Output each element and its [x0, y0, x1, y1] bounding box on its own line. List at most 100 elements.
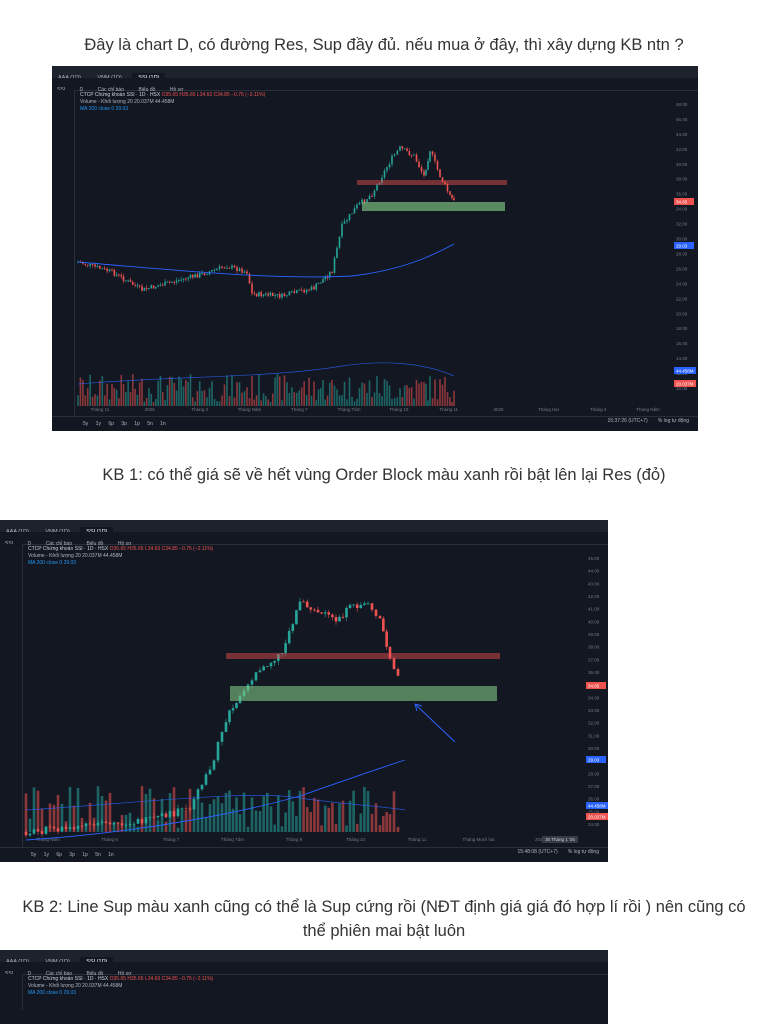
candle-body [366, 603, 370, 605]
price-axis-label: 38.00 [588, 645, 600, 650]
volume-bar [84, 823, 88, 832]
candle-body [269, 662, 273, 667]
tf-3p[interactable]: 3p [121, 421, 127, 427]
interval-button[interactable]: D [79, 87, 84, 93]
profile-button-3[interactable]: Hồ sơ [117, 971, 132, 977]
tf-1n[interactable]: 1n [160, 421, 166, 427]
volume-bar [212, 799, 216, 832]
candle-body [378, 182, 381, 185]
volume-bar [233, 397, 236, 406]
volume-bar [449, 396, 451, 406]
candle-body [246, 271, 248, 274]
volume-bar [129, 391, 132, 406]
candle-body [291, 291, 293, 293]
volume-legend: Volume - Khối lượng 20 20.037M 44.458M [80, 99, 175, 105]
volume-bar [243, 391, 246, 406]
tf-3p-2[interactable]: 3p [69, 852, 75, 858]
tf-5y[interactable]: 5y [83, 421, 89, 427]
volume-bar [341, 395, 343, 406]
indicators-button-3[interactable]: Các chỉ báo [45, 971, 72, 977]
candle-body [248, 273, 251, 284]
candle-body [192, 799, 196, 810]
volume-bar [238, 382, 241, 406]
chart-type-button[interactable]: Biểu đồ [138, 87, 156, 93]
time-axis-label: 2026 [535, 837, 546, 842]
candle-body [271, 292, 274, 296]
price-axis-label: 33.00 [588, 708, 600, 713]
time-axis-label: Tháng 3 [191, 407, 208, 412]
tf-6p-2[interactable]: 6p [56, 852, 62, 858]
chart-type-button-3[interactable]: Biểu đồ [86, 971, 104, 977]
candle-body [131, 281, 134, 285]
candle-body [235, 703, 238, 709]
candle-body [388, 164, 391, 168]
candle-body [287, 630, 291, 644]
volume-bar [273, 824, 276, 832]
volume-bar [371, 397, 373, 406]
candle-body [213, 269, 216, 271]
candle-body [449, 191, 451, 195]
price-axis-label: 20.00 [676, 311, 688, 316]
volume-bar [228, 396, 231, 406]
candle-body [356, 204, 358, 209]
ma-tag [674, 242, 694, 249]
price-axis-label: 40.00 [588, 619, 600, 624]
tf-1n-2[interactable]: 1n [108, 852, 114, 858]
caption-kb1: KB 1: có thể giá sẽ về hết vùng Order Bl… [102, 466, 666, 484]
volume-bar [196, 796, 200, 832]
tf-5y-2[interactable]: 5y [31, 852, 37, 858]
tf-1y-2[interactable]: 1y [43, 852, 49, 858]
profile-button-2[interactable]: Hồ sơ [117, 541, 132, 547]
candle-body [100, 821, 104, 823]
candle-body [298, 601, 302, 611]
candle-body [348, 604, 352, 608]
indicators-button-2[interactable]: Các chỉ báo [45, 541, 72, 547]
candle-body [111, 269, 113, 271]
candle-body [319, 282, 322, 284]
candle-body [310, 286, 313, 290]
volume-bar [370, 813, 374, 832]
support-zone [362, 202, 505, 211]
candle-body [141, 286, 143, 291]
volume-bar [79, 377, 82, 406]
profile-button[interactable]: Hồ sơ [169, 87, 184, 93]
indicators-button[interactable]: Các chỉ báo [97, 87, 124, 93]
candle-body [383, 170, 386, 178]
candle-body [295, 290, 298, 294]
volume-bar [287, 789, 291, 832]
price-axis-label: 29.00 [588, 759, 600, 764]
volume-bar [48, 803, 52, 832]
volume-bar [338, 395, 341, 406]
candle-body [388, 646, 392, 659]
tf-1y[interactable]: 1y [95, 421, 101, 427]
volume-bar [241, 392, 243, 406]
caption-kb2: KB 2: Line Sup màu xanh cũng có thể là S… [22, 898, 746, 940]
candle-body [175, 280, 178, 283]
candle-body [320, 612, 323, 614]
volume-bar [295, 815, 298, 832]
candle-body [273, 660, 276, 663]
volume-bar [161, 391, 164, 406]
candle-body [374, 609, 378, 616]
volume-bar [220, 803, 224, 832]
chart-type-button-2[interactable]: Biểu đồ [86, 541, 104, 547]
price-axis-label: 22.00 [676, 296, 688, 301]
tf-5n[interactable]: 5n [147, 421, 153, 427]
candle-body [96, 822, 100, 826]
volume-bar [182, 386, 185, 406]
candle-body [281, 293, 283, 298]
price-axis-label: 28.00 [588, 771, 600, 776]
interval-button-2[interactable]: D [27, 541, 32, 547]
price-axis-label: 14.00 [676, 356, 688, 361]
candle-body [223, 267, 226, 269]
volume-bar [91, 396, 94, 406]
volume-bar [266, 792, 269, 832]
tf-5n-2[interactable]: 5n [95, 852, 101, 858]
interval-button-3[interactable]: D [27, 971, 32, 977]
time-axis-label: Tháng Năm [238, 407, 262, 412]
tf-6p[interactable]: 6p [108, 421, 114, 427]
chart-legend-3: CTCP Chứng khoán SSI · 1D · HSX O35.65 H… [28, 976, 213, 997]
time-axis-label: 2026 [494, 407, 505, 412]
tf-1p[interactable]: 1p [134, 421, 140, 427]
tf-1p-2[interactable]: 1p [82, 852, 88, 858]
